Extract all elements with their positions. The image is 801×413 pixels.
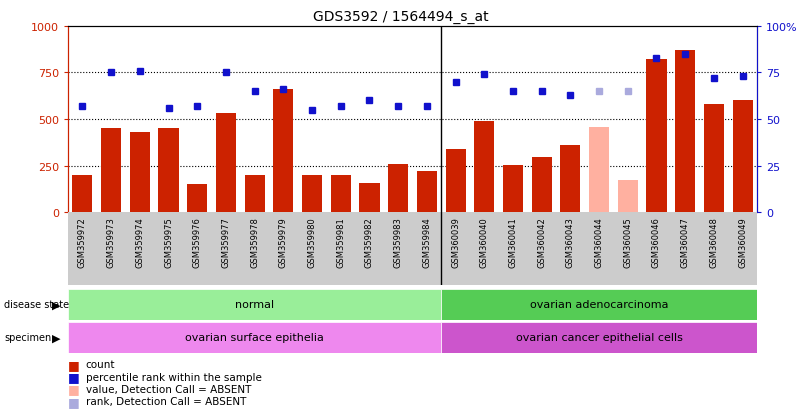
Bar (589, 127, 609, 213)
Bar (187, 185, 207, 213)
Text: GDS3592 / 1564494_s_at: GDS3592 / 1564494_s_at (312, 10, 489, 24)
Bar (503, 165, 523, 213)
Text: disease state: disease state (4, 299, 69, 310)
Bar (417, 172, 437, 213)
Text: normal: normal (235, 299, 274, 310)
Text: GSM360048: GSM360048 (710, 216, 718, 267)
Text: ovarian adenocarcinoma: ovarian adenocarcinoma (529, 299, 668, 310)
Bar (561, 146, 581, 213)
Bar (130, 133, 150, 213)
Bar (68, 289, 441, 320)
Bar (72, 176, 92, 213)
Text: GSM360045: GSM360045 (623, 216, 632, 267)
Text: GSM359976: GSM359976 (193, 216, 202, 267)
Text: ■: ■ (68, 358, 80, 371)
Text: GSM359981: GSM359981 (336, 216, 345, 267)
Text: GSM359979: GSM359979 (279, 216, 288, 267)
Text: ▶: ▶ (51, 332, 60, 343)
Bar (68, 322, 441, 353)
Text: GSM359975: GSM359975 (164, 216, 173, 267)
Text: GSM360047: GSM360047 (681, 216, 690, 267)
Text: GSM359984: GSM359984 (422, 216, 432, 267)
Text: ■: ■ (68, 395, 80, 408)
Text: GSM359972: GSM359972 (78, 216, 87, 267)
Bar (101, 129, 121, 213)
Bar (618, 180, 638, 213)
Text: value, Detection Call = ABSENT: value, Detection Call = ABSENT (86, 384, 251, 394)
Bar (532, 158, 552, 213)
Text: specimen: specimen (4, 332, 51, 343)
Text: GSM359978: GSM359978 (250, 216, 260, 267)
Text: ■: ■ (68, 382, 80, 396)
Text: GSM360040: GSM360040 (480, 216, 489, 267)
Bar (445, 150, 465, 213)
Text: GSM360042: GSM360042 (537, 216, 546, 267)
Text: GSM360039: GSM360039 (451, 216, 460, 267)
Text: ovarian cancer epithelial cells: ovarian cancer epithelial cells (516, 332, 682, 343)
Bar (388, 164, 409, 213)
Text: GSM359980: GSM359980 (308, 216, 316, 267)
Bar (273, 90, 293, 213)
Bar (441, 289, 757, 320)
Bar (360, 184, 380, 213)
Text: GSM359977: GSM359977 (221, 216, 231, 267)
Bar (646, 60, 666, 213)
Text: count: count (86, 359, 115, 369)
Text: GSM360049: GSM360049 (738, 216, 747, 267)
Bar (244, 176, 264, 213)
Text: GSM359983: GSM359983 (393, 216, 403, 267)
Bar (216, 114, 236, 213)
Text: GSM360043: GSM360043 (566, 216, 575, 267)
Text: GSM359982: GSM359982 (365, 216, 374, 267)
Bar (474, 121, 494, 213)
Bar (733, 101, 753, 213)
Text: ▶: ▶ (51, 299, 60, 310)
Text: GSM359974: GSM359974 (135, 216, 144, 267)
Text: percentile rank within the sample: percentile rank within the sample (86, 372, 262, 382)
Bar (704, 105, 724, 213)
Bar (675, 51, 695, 213)
Text: rank, Detection Call = ABSENT: rank, Detection Call = ABSENT (86, 396, 246, 406)
Text: GSM360041: GSM360041 (509, 216, 517, 267)
Text: ovarian surface epithelia: ovarian surface epithelia (185, 332, 324, 343)
Bar (302, 176, 322, 213)
Bar (441, 322, 757, 353)
Bar (159, 129, 179, 213)
Text: ■: ■ (68, 370, 80, 383)
Text: GSM360044: GSM360044 (594, 216, 604, 267)
Text: GSM360046: GSM360046 (652, 216, 661, 267)
Text: GSM359973: GSM359973 (107, 216, 115, 267)
Bar (331, 176, 351, 213)
